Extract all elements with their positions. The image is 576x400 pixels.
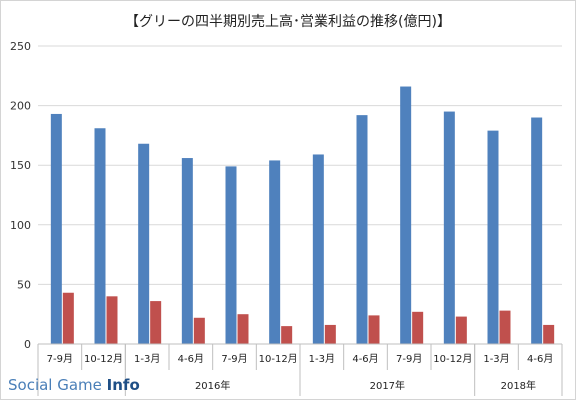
x-tick-label: 4-6月 (352, 353, 378, 365)
bar (487, 130, 499, 344)
group-label: 2017年 (370, 379, 405, 392)
y-tick-label: 150 (10, 159, 31, 172)
x-tick-label: 10-12月 (84, 353, 123, 365)
chart-title: 【グリーの四半期別売上高･営業利益の推移(億円)】 (125, 13, 451, 30)
bar (193, 317, 205, 344)
bar (269, 160, 281, 344)
bar (62, 292, 74, 344)
x-tick-label: 7-9月 (221, 353, 247, 365)
bar (356, 115, 368, 344)
x-tick-label: 4-6月 (527, 353, 553, 365)
bar (150, 301, 162, 344)
x-tick-label: 10-12月 (259, 353, 298, 365)
bar (455, 316, 467, 344)
bar (412, 311, 424, 344)
bar (138, 143, 150, 344)
y-tick-label: 250 (10, 40, 31, 53)
bar (324, 324, 336, 344)
x-tick-label: 1-3月 (483, 353, 509, 365)
bar (225, 166, 237, 344)
watermark: Social Game Info (8, 376, 140, 394)
x-tick-label: 1-3月 (134, 353, 160, 365)
bar (50, 113, 62, 344)
bar (312, 154, 324, 344)
x-tick-label: 10-12月 (433, 353, 472, 365)
y-tick-label: 0 (24, 338, 31, 351)
bar (443, 111, 455, 344)
x-tick-label: 1-3月 (309, 353, 335, 365)
x-tick-label: 7-9月 (47, 353, 73, 365)
y-axis-ticks: 0 50 100 150 200 250 (10, 40, 31, 351)
x-axis: 7-9月 10-12月 1-3月 4-6月 7-9月 10-12月 1-3月 4-6月 7-9月… (37, 343, 563, 396)
bar (94, 128, 106, 344)
bar (499, 310, 511, 344)
bar (237, 314, 249, 344)
bar (106, 296, 118, 344)
bar (543, 324, 555, 344)
group-label: 2016年 (195, 379, 230, 392)
bars (50, 86, 555, 345)
y-tick-label: 200 (10, 100, 31, 113)
group-label: 2018年 (501, 379, 536, 392)
watermark-part1: Social Game (8, 376, 107, 394)
y-tick-label: 50 (17, 278, 31, 291)
x-tick-label: 4-6月 (178, 353, 204, 365)
bar (281, 326, 293, 344)
x-tick-label: 7-9月 (396, 353, 422, 365)
y-tick-label: 100 (10, 219, 31, 232)
bar (181, 158, 193, 344)
watermark-part2: Info (107, 376, 140, 394)
bar (400, 86, 412, 344)
bar (531, 117, 543, 345)
bar (368, 315, 380, 344)
